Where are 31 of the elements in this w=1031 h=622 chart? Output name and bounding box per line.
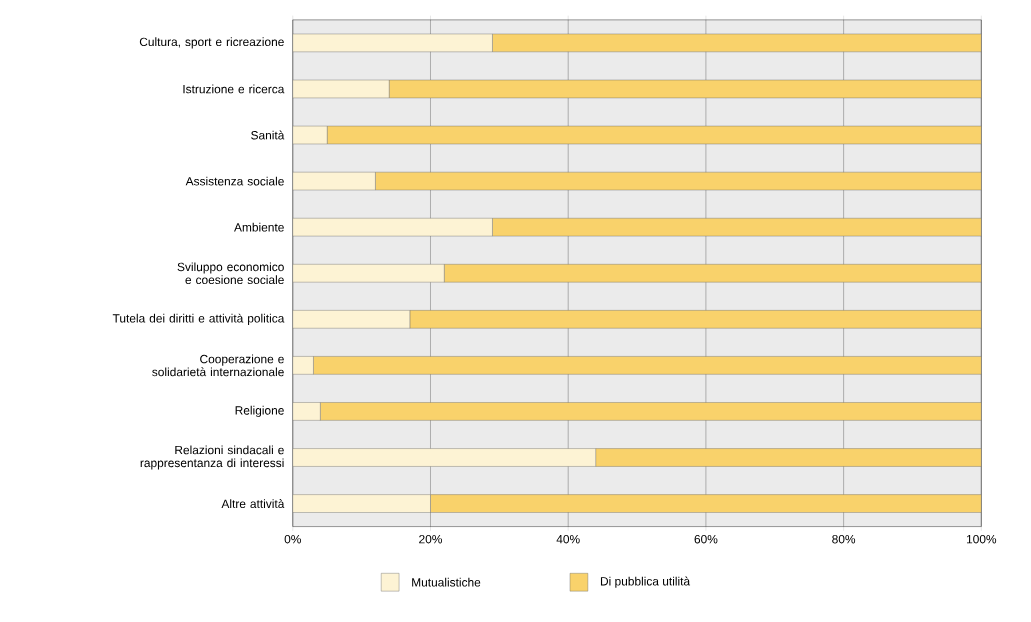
x-tick-label: 80%: [832, 535, 856, 544]
bar: [409, 310, 982, 329]
y-tick-label: Cultura, sport e ricreazione: [139, 37, 284, 49]
bar: [292, 356, 314, 375]
bar: [292, 494, 431, 513]
bar: [292, 402, 321, 421]
x-tick-label: 40%: [556, 535, 580, 544]
y-tick-label: Religione: [235, 405, 284, 417]
y-tick-label: Sanità: [251, 130, 285, 140]
x-tick-label: 60%: [694, 535, 718, 544]
x-tick-label: 100%: [966, 535, 997, 544]
y-tick-label: Istruzione e ricerca: [183, 84, 285, 94]
y-tick-label: Cooperazione e solidarietà internazionale: [152, 354, 284, 377]
bar: [595, 448, 982, 467]
bar: [292, 264, 445, 283]
y-tick-label: Tutela dei diritti e attività politica: [112, 313, 285, 325]
bar: [292, 310, 411, 329]
bar: [292, 448, 596, 467]
y-tick-label: Altre attività: [221, 499, 285, 509]
y-tick-label: Relazioni sindacali e rappresentanza di interessi: [140, 445, 284, 470]
legend-label: Mutualistiche: [412, 577, 481, 587]
x-tick-label: 20%: [419, 535, 442, 544]
y-tick-label: Ambiente: [234, 222, 284, 232]
y-tick-label: Assistenza sociale: [185, 176, 284, 186]
x-tick-label: 0%: [284, 535, 301, 544]
bar: [313, 356, 982, 375]
y-tick-label: Sviluppo economico e coesione sociale: [177, 262, 284, 285]
bar: [444, 264, 982, 283]
legend-label: Di pubblica utilità: [600, 576, 691, 588]
bar: [430, 494, 982, 513]
bar: [320, 402, 982, 421]
